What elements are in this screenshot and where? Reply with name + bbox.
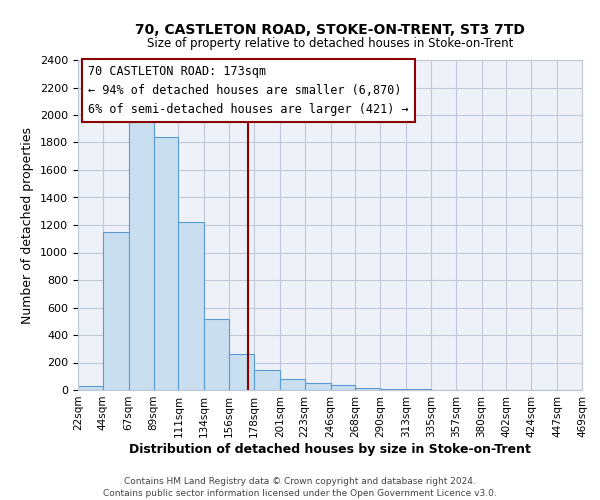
Y-axis label: Number of detached properties: Number of detached properties	[22, 126, 34, 324]
Bar	[229, 354, 254, 390]
Bar	[280, 379, 305, 390]
Bar	[154, 137, 178, 390]
Text: 70, CASTLETON ROAD, STOKE-ON-TRENT, ST3 7TD: 70, CASTLETON ROAD, STOKE-ON-TRENT, ST3 …	[135, 22, 525, 36]
Bar	[380, 389, 406, 390]
Bar	[78, 386, 103, 390]
Text: Contains HM Land Registry data © Crown copyright and database right 2024.: Contains HM Land Registry data © Crown c…	[124, 478, 476, 486]
Bar	[355, 388, 380, 390]
Bar	[129, 122, 154, 390]
Bar	[204, 318, 229, 390]
Text: 70 CASTLETON ROAD: 173sqm
← 94% of detached houses are smaller (6,870)
6% of sem: 70 CASTLETON ROAD: 173sqm ← 94% of detac…	[88, 65, 409, 116]
Bar	[254, 370, 280, 390]
Text: Contains public sector information licensed under the Open Government Licence v3: Contains public sector information licen…	[103, 489, 497, 498]
Bar	[178, 222, 204, 390]
Bar	[331, 385, 355, 390]
Bar	[103, 232, 129, 390]
X-axis label: Distribution of detached houses by size in Stoke-on-Trent: Distribution of detached houses by size …	[129, 442, 531, 456]
Text: Size of property relative to detached houses in Stoke-on-Trent: Size of property relative to detached ho…	[147, 38, 513, 51]
Bar	[305, 383, 331, 390]
